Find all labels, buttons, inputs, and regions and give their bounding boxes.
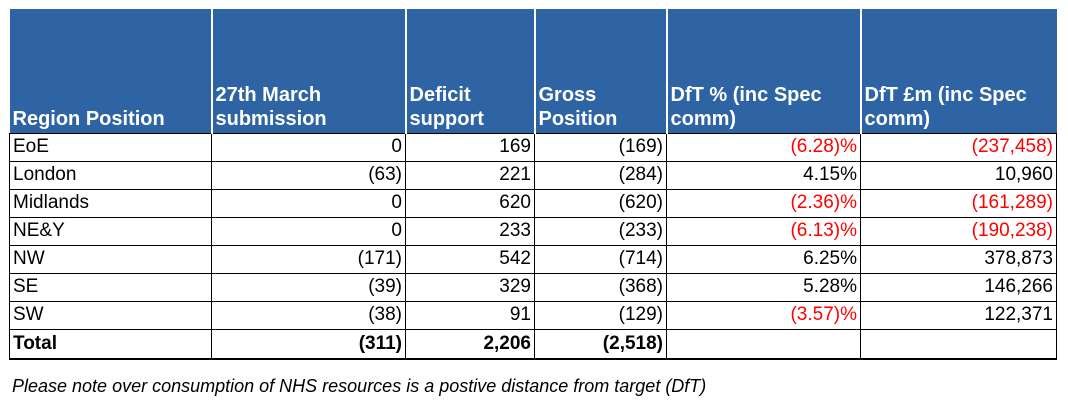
dft-gbp-cell: (161,289) (860, 188, 1057, 218)
total-deficit-support-cell: 2,206 (405, 328, 535, 360)
table-row: NE&Y 0 233 (233) (6.13)% (190,238) (9, 216, 1057, 246)
dft-percent-cell: (2.36)% (666, 188, 861, 218)
total-gross-position-cell: (2,518) (534, 328, 667, 360)
dft-percent-cell: 4.15% (666, 160, 861, 190)
region-cell: EoE (9, 132, 212, 162)
dft-gbp-cell: 378,873 (860, 244, 1057, 274)
gross-position-cell: (620) (534, 188, 667, 218)
table-row: NW (171) 542 (714) 6.25% 378,873 (9, 244, 1057, 274)
table-row: SE (39) 329 (368) 5.28% 146,266 (9, 272, 1057, 302)
submission-cell: (63) (211, 160, 406, 190)
footnote: Please note over consumption of NHS reso… (12, 376, 707, 396)
deficit-support-cell: 169 (405, 132, 535, 162)
dft-gbp-cell: 10,960 (860, 160, 1057, 190)
deficit-support-cell: 221 (405, 160, 535, 190)
header-gross-position: Gross Position (534, 9, 668, 133)
dft-percent-cell: 6.25% (666, 244, 861, 274)
gross-position-cell: (368) (534, 272, 667, 302)
deficit-support-cell: 233 (405, 216, 535, 246)
region-cell: NE&Y (9, 216, 212, 246)
total-dft-gbp-cell (860, 328, 1057, 360)
header-deficit-support: Deficit support (405, 9, 536, 133)
total-submission-cell: (311) (211, 328, 406, 360)
header-dft-gbp-m: DfT £m (inc Spec comm) (860, 9, 1057, 133)
header-region-position: Region Position (9, 9, 213, 133)
submission-cell: 0 (211, 132, 406, 162)
deficit-support-cell: 91 (405, 300, 535, 330)
dft-gbp-cell: (237,458) (860, 132, 1057, 162)
dft-gbp-cell: 146,266 (860, 272, 1057, 302)
submission-cell: 0 (211, 188, 406, 218)
header-row: Region Position 27th March submission De… (9, 9, 1057, 133)
deficit-support-cell: 620 (405, 188, 535, 218)
gross-position-cell: (714) (534, 244, 667, 274)
region-cell: London (9, 160, 212, 190)
region-cell: Midlands (9, 188, 212, 218)
gross-position-cell: (169) (534, 132, 667, 162)
dft-percent-cell: (6.28)% (666, 132, 861, 162)
submission-cell: (39) (211, 272, 406, 302)
table-row: EoE 0 169 (169) (6.28)% (237,458) (9, 132, 1057, 162)
gross-position-cell: (233) (534, 216, 667, 246)
table-row: Midlands 0 620 (620) (2.36)% (161,289) (9, 188, 1057, 218)
gross-position-cell: (284) (534, 160, 667, 190)
dft-percent-cell: (3.57)% (666, 300, 861, 330)
header-27th-march-submission: 27th March submission (211, 9, 407, 133)
table-row: London (63) 221 (284) 4.15% 10,960 (9, 160, 1057, 190)
header-dft-percent: DfT % (inc Spec comm) (666, 9, 862, 133)
region-cell: NW (9, 244, 212, 274)
total-dft-percent-cell (666, 328, 861, 360)
total-label-cell: Total (9, 328, 212, 360)
dft-percent-cell: (6.13)% (666, 216, 861, 246)
region-position-table: Region Position 27th March submission De… (9, 9, 1057, 360)
region-cell: SE (9, 272, 212, 302)
dft-gbp-cell: (190,238) (860, 216, 1057, 246)
table-row: SW (38) 91 (129) (3.57)% 122,371 (9, 300, 1057, 330)
region-cell: SW (9, 300, 212, 330)
gross-position-cell: (129) (534, 300, 667, 330)
submission-cell: (171) (211, 244, 406, 274)
submission-cell: (38) (211, 300, 406, 330)
submission-cell: 0 (211, 216, 406, 246)
dft-gbp-cell: 122,371 (860, 300, 1057, 330)
total-row: Total (311) 2,206 (2,518) (9, 328, 1057, 360)
deficit-support-cell: 329 (405, 272, 535, 302)
deficit-support-cell: 542 (405, 244, 535, 274)
dft-percent-cell: 5.28% (666, 272, 861, 302)
